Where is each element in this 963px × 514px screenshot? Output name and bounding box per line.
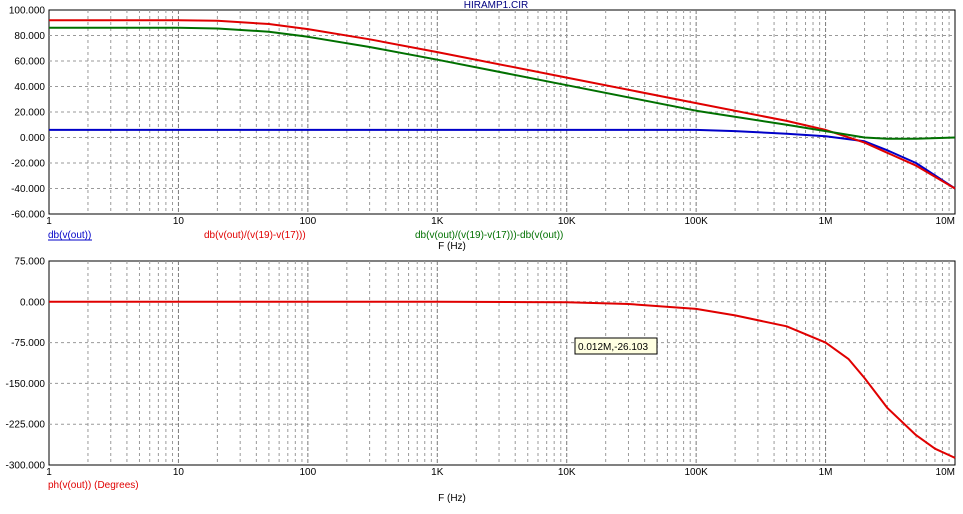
magnitude-series-1-line[interactable] [49,19,956,190]
phase-series-0-line[interactable] [49,300,956,459]
magnitude-x-tick-label: 1M [819,216,833,227]
legend-db-gain[interactable]: db(v(out)/(v(19)-v(17))) [204,230,306,241]
phase-y-tick-label: 0.000 [20,297,45,308]
phase-x-tick-label: 1K [431,467,444,478]
phase-x-tick-label: 1M [819,467,833,478]
magnitude-x-tick-label: 1K [431,216,444,227]
phase-x-tick-label: 10K [558,467,576,478]
phase-plot: 75.000 0.000 -75.000 -150.000 -225.000 -300.0… [6,257,956,478]
magnitude-y-tick-label: 20.000 [14,108,45,119]
magnitude-y-tick-label: -40.000 [11,184,45,195]
phase-x-tick-label: 10 [173,467,185,478]
phase-x-tick-label: 100 [300,467,317,478]
top-x-axis-label: F (Hz) [438,241,466,252]
legend-db-loop[interactable]: db(v(out)/(v(19)-v(17)))-db(v(out)) [415,230,563,241]
phase-y-tick-label: -225.000 [6,420,46,431]
magnitude-plot: 100.000 80.000 60.000 40.000 20.000 0.000 -20.… [9,6,956,227]
magnitude-y-tick-label: 80.000 [14,31,45,42]
magnitude-y-tick-label: -20.000 [11,159,45,170]
magnitude-y-tick-label: 100.000 [9,6,46,17]
magnitude-series-0-line[interactable] [49,128,956,190]
chart-title: HIRAMP1.CIR [464,0,528,11]
phase-y-tick-label: -75.000 [11,338,45,349]
phase-y-tick-label: 75.000 [14,257,45,268]
phase-y-tick-label: -150.000 [6,379,46,390]
magnitude-y-tick-label: 60.000 [14,57,45,68]
phase-x-tick-label: 100K [684,467,708,478]
magnitude-y-tick-label: 40.000 [14,82,45,93]
bottom-x-axis-label: F (Hz) [438,493,466,504]
magnitude-y-tick-label: 0.000 [20,133,45,144]
cursor-tooltip-box [574,337,658,355]
phase-frame [48,260,956,466]
magnitude-x-tick-label: 100K [684,216,708,227]
legend-db-vout[interactable]: db(v(out)) [48,230,91,241]
cursor-tooltip-text: 0.012M,-26.103 [578,342,648,353]
magnitude-series-2-line[interactable] [49,26,956,140]
magnitude-x-tick-label: 10 [173,216,185,227]
magnitude-x-tick-label: 10M [936,216,955,227]
magnitude-x-tick-label: 10K [558,216,576,227]
phase-y-tick-label: -300.000 [6,461,46,472]
magnitude-x-tick-label: 100 [300,216,317,227]
legend-phase[interactable]: ph(v(out)) (Degrees) [48,480,139,491]
magnitude-y-tick-label: -60.000 [11,210,45,221]
phase-x-tick-label: 10M [936,467,955,478]
phase-x-tick-label: 1 [46,467,52,478]
magnitude-x-tick-label: 1 [46,216,52,227]
cursor-tooltip: 0.012M,-26.103 [574,337,658,355]
